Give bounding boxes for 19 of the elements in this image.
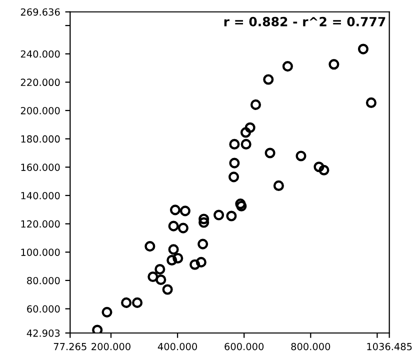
- y-tick-label: 100.000: [21, 248, 60, 256]
- annotation: r = 0.882 - r^2 = 0.777: [224, 16, 386, 26]
- x-tick-label: 600.000: [224, 342, 264, 350]
- y-tick-label: 140.000: [21, 192, 60, 200]
- x-tick-label: 800.000: [291, 342, 330, 350]
- y-tick-label: 240.000: [20, 50, 60, 58]
- y-tick-label: 180.000: [21, 135, 60, 143]
- y-tick-label: 200.000: [20, 106, 60, 114]
- x-tick-label: 400.000: [158, 342, 197, 350]
- y-tick-label: 42.903: [26, 329, 60, 337]
- x-tick-label: 77.265: [54, 342, 86, 350]
- x-tick-label: 200.000: [92, 342, 130, 350]
- y-tick-label: 160.000: [21, 164, 60, 171]
- x-tick-label: 1036.485: [367, 342, 412, 350]
- y-tick-label: 120.000: [21, 220, 60, 228]
- y-tick-label: 220.000: [20, 78, 60, 86]
- y-tick-label: 269.636: [20, 8, 60, 16]
- y-tick-label: 60.000: [27, 305, 60, 313]
- y-tick-label: 80.000: [27, 276, 60, 284]
